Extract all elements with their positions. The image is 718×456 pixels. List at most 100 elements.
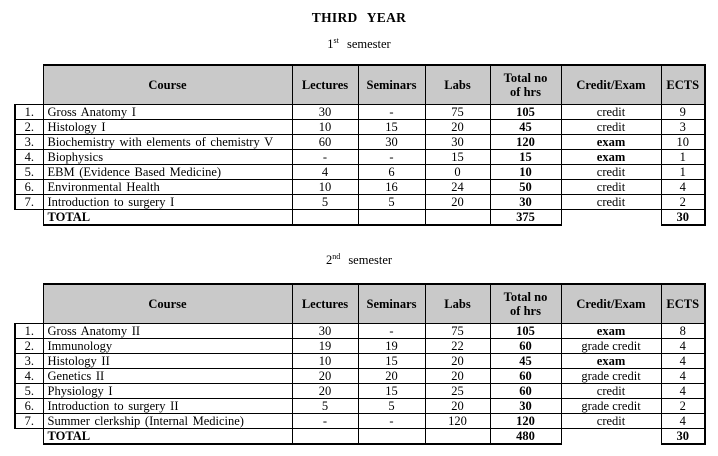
semester-1-heading: 1st semester [0,35,718,52]
total-row: TOTAL 480 30 [15,428,706,445]
lectures-value: 20 [291,368,359,384]
lectures-value: 19 [291,338,359,354]
row-number: 5. [14,164,44,180]
lectures-value: 30 [291,104,359,120]
labs-value: 20 [424,398,491,414]
total-hours-value: 105 [489,323,562,339]
credit-exam-value: exam [560,134,662,150]
course-row: 6. Environmental Health 10 16 24 50 credit 4 [14,179,706,195]
course-name: Summer clerkship (Internal Medicine) [42,413,293,429]
ects-value: 10 [660,134,706,150]
total-hours-value: 60 [489,383,562,399]
ects-value: 4 [660,338,706,354]
course-row: 3. Biochemistry with elements of chemistr… [14,134,706,150]
total-credit-exam-empty [560,209,662,225]
column-header-lectures: Lectures [291,64,359,105]
course-row: 1. Gross Anatomy II 30-75 105 exam 8 [14,323,706,339]
seminars-value: 16 [357,179,426,195]
semester-ordinal: st [333,35,339,45]
total-hours-value: 120 [489,413,562,429]
labs-value: 30 [424,134,491,150]
ects-value: 1 [660,149,706,165]
course-row: 4. Biophysics - -15 15 exam 1 [14,149,706,165]
header-spacer-cell [15,284,43,324]
semester-number: 1 [327,37,334,51]
column-header-credit-exam: Credit/Exam [560,64,662,105]
seminars-value: 5 [357,398,426,414]
labs-value: 120 [424,413,491,429]
total-label: TOTAL [42,428,293,445]
seminars-value: 15 [357,353,426,369]
total-spacer-cell [15,210,43,226]
credit-exam-value: grade credit [560,398,662,414]
seminars-value: 30 [357,134,426,150]
course-name: Genetics II [42,368,293,384]
seminars-value: 5 [357,194,426,210]
total-row: TOTAL 375 30 [15,209,706,226]
course-name: Histology I [42,119,293,135]
seminars-value: - [357,149,426,165]
semester-1-table: Course Lectures Seminars Labs Total no o… [14,64,706,226]
course-name: Environmental Health [42,179,293,195]
course-row: 2. Immunology 19 19 22 60 grade credit 4 [14,338,706,354]
course-row: 2. Histology I 10 15 20 45 credit 3 [14,119,706,135]
credit-exam-value: exam [560,323,662,339]
course-row: 7. Introduction to surgery I 5 5 20 30 credit 2 [14,194,706,210]
total-lectures-empty [291,428,359,445]
total-hours-sum: 375 [489,209,562,226]
course-row: 7. Summer clerkship (Internal Medicine) - -… [14,413,706,429]
ects-value: 4 [660,368,706,384]
labs-value: 25 [424,383,491,399]
total-hours-value: 30 [489,398,562,414]
ects-value: 1 [660,164,706,180]
total-seminars-empty [357,209,426,226]
column-header-credit-exam: Credit/Exam [560,283,662,324]
total-hours-value: 30 [489,194,562,210]
lectures-value: 30 [291,323,359,339]
column-header-total-hrs: Total no of hrs [489,283,562,324]
seminars-value: 20 [357,368,426,384]
total-hours-value: 45 [489,353,562,369]
ects-value: 2 [660,398,706,414]
course-name: Introduction to surgery II [42,398,293,414]
total-hours-sum: 480 [489,428,562,445]
total-seminars-empty [357,428,426,445]
column-header-total-hrs: Total no of hrs [489,64,562,105]
ects-value: 3 [660,119,706,135]
seminars-value: 15 [357,383,426,399]
table-header-row: Course Lectures Seminars Labs Total no o… [15,283,706,324]
ects-value: 4 [660,413,706,429]
total-hours-value: 15 [489,149,562,165]
row-number: 1. [14,104,44,120]
total-hours-value: 120 [489,134,562,150]
lectures-value: 10 [291,353,359,369]
credit-exam-value: exam [560,353,662,369]
total-hours-value: 60 [489,368,562,384]
course-name: Biophysics [42,149,293,165]
semester-2-heading: 2nd semester [0,252,718,268]
total-ects-sum: 30 [660,428,706,445]
total-hours-value: 10 [489,164,562,180]
row-number: 2. [14,119,44,135]
total-hours-value: 45 [489,119,562,135]
row-number: 4. [14,368,44,384]
lectures-value: 4 [291,164,359,180]
credit-exam-value: grade credit [560,338,662,354]
page-title: THIRD YEAR [311,10,407,25]
ects-value: 4 [660,383,706,399]
course-name: Biochemistry with elements of chemistry … [42,134,293,150]
lectures-value: - [291,149,359,165]
lectures-value: 5 [291,194,359,210]
seminars-value: - [357,323,426,339]
labs-value: 20 [424,368,491,384]
total-hours-value: 50 [489,179,562,195]
lectures-value: 5 [291,398,359,414]
row-number: 7. [14,413,44,429]
seminars-value: - [357,413,426,429]
seminars-value: 6 [357,164,426,180]
seminars-value: 19 [357,338,426,354]
semester-2-table: Course Lectures Seminars Labs Total no o… [14,283,706,445]
header-spacer-cell [15,65,43,105]
ects-value: 2 [660,194,706,210]
